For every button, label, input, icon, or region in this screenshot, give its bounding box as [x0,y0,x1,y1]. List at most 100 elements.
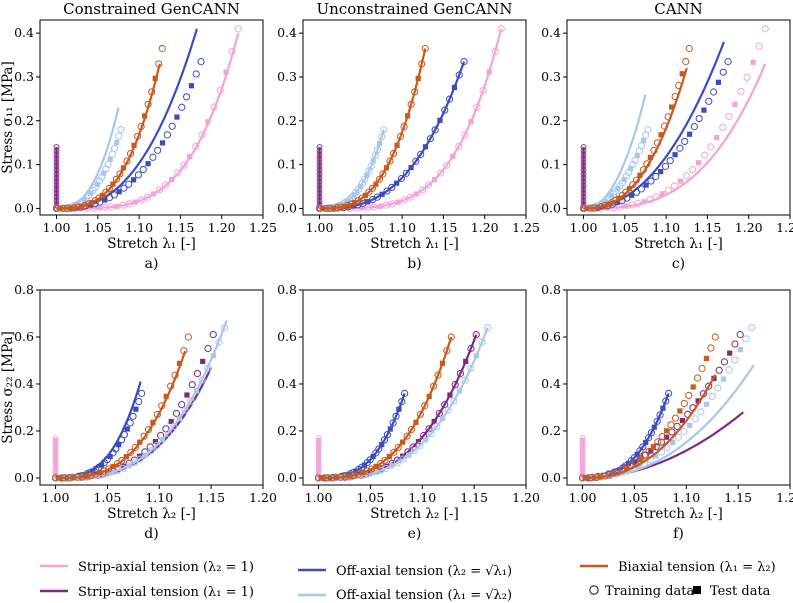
panel-2: Unconstrained GenCANN 1.00 1.05 1.10 1.15 1.2… [277,0,540,272]
data-point-strip1 [737,87,745,96]
test-point-biax [333,475,339,481]
data-point-strip2 [472,331,480,339]
data-point-strip2 [456,369,465,378]
data-point-biax [158,402,166,410]
test-point-off2 [193,388,200,394]
data-point-biax [640,451,649,459]
model-line-biax [582,374,717,480]
data-point-strip1 [198,131,206,139]
data-point-biax [87,471,95,479]
test-point-strip1 [114,203,120,209]
test-point-off1 [102,197,108,203]
x-tick-label: 1.10 [125,220,153,235]
test-point-biax [679,71,685,77]
test-point-off1 [131,177,137,183]
test-point-biax [99,192,105,199]
data-point-biax [629,181,637,189]
data-point-strip2 [193,369,202,378]
data-point-biax [148,88,156,96]
x-axis-label: Stretch λ₂ [-] [634,506,722,522]
data-point-strip1 [400,196,408,204]
y-tick-label: 0.4 [541,376,561,391]
data-point-strip2 [720,358,729,366]
test-point-off2 [109,469,115,475]
data-point-off2 [748,323,756,332]
legend-strip1-label: Strip-axial tension (λ₂ = 1) [78,560,254,575]
panel-series [578,323,756,482]
test-point-strip2 [121,463,127,469]
axes-frame [302,19,527,216]
test-point-biax [131,142,137,148]
data-point-off2 [187,397,195,405]
test-point-off1 [379,191,385,197]
test-point-off2 [92,473,98,479]
panel-6: 1.00 1.05 1.10 1.15 1.20 0.0 0.2 0.4 0.6 0.8 Stret… [541,282,793,542]
data-point-off1 [426,135,434,143]
data-point-biax [421,44,429,53]
x-axis-label: Stretch λ₁ [-] [370,236,458,252]
data-point-off1 [630,454,638,462]
data-point-off2 [136,455,144,463]
data-point-biax [379,170,387,178]
data-point-biax [660,122,669,130]
test-point-biax [637,456,643,462]
test-point-biax [57,475,63,481]
data-point-off1 [126,419,134,427]
panel-label: b) [407,256,421,272]
panel-label: f) [673,526,684,542]
test-point-strip2 [632,459,638,465]
data-point-off1 [178,103,186,111]
data-point-off2 [680,427,688,436]
data-point-off2 [725,366,733,374]
data-point-strip2 [441,400,449,409]
data-point-strip2 [715,366,723,374]
data-point-off1 [154,146,162,154]
test-point-biax [383,165,390,171]
test-point-off1 [643,439,649,446]
test-point-off1 [365,199,371,205]
data-point-off1 [662,397,670,405]
x-tick-label: 1.20 [735,220,763,235]
data-point-biax [447,333,455,341]
data-point-off2 [130,459,139,467]
y-axis-label: Stress σ₂₂ [MPa] [0,331,16,443]
y-tick-label: 0.4 [541,25,561,40]
y-tick-label: 0.6 [541,329,561,344]
data-point-off1 [401,389,409,397]
data-point-off2 [731,356,739,364]
data-point-biax [682,57,690,66]
data-point-biax [144,100,152,108]
test-point-off1 [387,426,393,432]
data-point-off1 [676,144,684,152]
data-point-strip2 [204,344,212,353]
data-point-off2 [164,429,172,438]
data-point-biax [407,100,415,108]
test-point-biax [110,463,116,470]
y-tick-label: 0.0 [277,200,297,215]
x-tick-label: 1.10 [652,220,680,235]
data-point-biax [127,448,135,456]
test-point-off2 [210,353,216,359]
data-point-biax [350,471,358,479]
test-point-off1 [188,83,195,89]
x-tick-label: 1.15 [724,490,752,505]
test-point-off2 [377,140,383,147]
data-point-off2 [467,364,475,372]
data-point-off1 [398,397,406,406]
legend-off2-label: Off-axial tension (λ₁ = √λ₂) [336,588,512,603]
data-point-off1 [639,443,647,451]
data-point-biax [403,432,411,440]
data-point-biax [386,157,394,165]
test-point-off2 [406,452,412,458]
data-point-biax [643,160,651,168]
data-point-off1 [112,445,120,453]
data-point-strip1 [473,103,481,111]
test-point-biax [626,186,632,192]
y-tick-label: 0.0 [541,200,561,215]
data-point-off2 [674,433,682,441]
data-point-off2 [215,338,223,346]
test-point-biax [624,465,630,471]
x-tick-label: 1.20 [208,220,236,235]
data-point-strip1 [161,181,170,189]
